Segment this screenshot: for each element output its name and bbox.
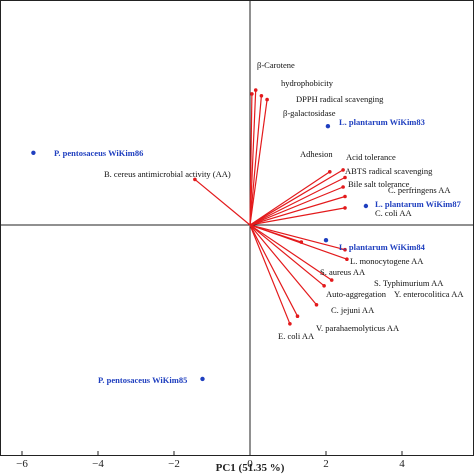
loading-vector xyxy=(194,178,251,226)
variable-label: E. coli AA xyxy=(278,331,315,341)
variable-label: B. cereus antimicrobial activity (AA) xyxy=(104,169,231,179)
strain-label: L. plantarum WiKim83 xyxy=(339,117,425,127)
loading-vector-tip xyxy=(250,92,254,96)
x-tick-label: 2 xyxy=(323,458,329,470)
x-axis-label: PC1 (51.35 %) xyxy=(216,462,285,474)
loading-vectors xyxy=(193,88,349,326)
strain-point xyxy=(31,150,36,155)
strain-label: P. pentosaceus WiKim85 xyxy=(98,375,187,385)
variable-label: C. perfringens AA xyxy=(388,185,451,195)
x-axis-ticks: −6 −4 −2 0 2 4 xyxy=(16,451,405,470)
loading-vector-tip xyxy=(314,303,319,307)
loading-vector xyxy=(249,93,253,226)
strain-points: L. plantarum WiKim83 P. pentosaceus WiKim… xyxy=(31,117,462,385)
x-tick-label: 4 xyxy=(399,458,405,470)
loading-vector xyxy=(249,207,346,226)
loading-vector-tip xyxy=(299,240,304,244)
strain-point xyxy=(325,124,331,129)
loading-vector-tip xyxy=(341,185,345,189)
loading-vector xyxy=(249,224,291,325)
loading-vector-tip xyxy=(265,97,269,102)
variable-label: β-Carotene xyxy=(257,60,295,70)
variable-label: Adhesion xyxy=(300,149,333,159)
loading-vector xyxy=(249,224,299,317)
loading-vector-tip xyxy=(295,314,300,319)
strain-point xyxy=(323,238,329,243)
variable-label: S. Typhimurium AA xyxy=(374,278,444,288)
loading-vector xyxy=(249,169,344,226)
loading-vector xyxy=(249,224,317,306)
loading-vector-tip xyxy=(343,194,347,199)
loading-vector-tip xyxy=(343,175,347,180)
loading-vector xyxy=(249,90,257,226)
variable-label: C. jejuni AA xyxy=(331,305,375,315)
loading-vector xyxy=(249,95,262,226)
x-tick-label: −4 xyxy=(92,458,104,470)
loading-vector xyxy=(249,99,268,226)
loading-vector-tip xyxy=(259,94,264,98)
variable-label: L. monocytogene AA xyxy=(350,256,424,266)
x-tick-label: 0 xyxy=(247,458,253,470)
x-tick-label: −2 xyxy=(168,458,180,470)
loading-vector xyxy=(249,186,344,226)
variable-label: Bile salt tolerance xyxy=(348,179,410,189)
strain-point xyxy=(200,376,205,382)
loading-vector-tip xyxy=(343,206,347,210)
variable-label: Acid tolerance xyxy=(346,152,396,162)
variable-label: V. parahaemolyticus AA xyxy=(316,323,400,333)
loading-vector-tip xyxy=(345,257,349,262)
loading-vector xyxy=(249,224,325,287)
loading-vector-tip xyxy=(343,247,347,252)
loading-vector-tip xyxy=(253,88,258,92)
loading-vector-tip xyxy=(328,170,332,174)
x-tick-label: −6 xyxy=(16,458,28,470)
variable-label: Y. enterocolitica AA xyxy=(394,289,464,299)
variable-label: C. coli AA xyxy=(375,208,412,218)
variable-label: ABTS radical scavenging xyxy=(345,166,433,176)
loading-vector xyxy=(249,224,346,251)
loading-vector-tip xyxy=(288,322,292,326)
strain-label: L. plantarum WiKim87 xyxy=(375,199,462,209)
variable-label: hydrophobicity xyxy=(281,78,334,88)
strain-point xyxy=(363,203,369,209)
loading-vector xyxy=(249,171,331,226)
loading-vector xyxy=(249,224,302,243)
loading-vector-tip xyxy=(341,168,345,172)
loading-vector xyxy=(249,224,333,281)
variable-label: Auto-aggregation xyxy=(326,289,387,299)
strain-label: P. pentosaceus WiKim86 xyxy=(54,148,143,158)
loading-vector-tip xyxy=(322,284,326,288)
variable-labels: β-Carotene hydrophobicity DPPH radical sca… xyxy=(104,60,464,341)
plot-frame xyxy=(0,0,474,456)
strain-label: L. plantarum WiKim84 xyxy=(339,242,426,252)
variable-label: DPPH radical scavenging xyxy=(296,94,384,104)
loading-vector xyxy=(249,176,346,226)
loading-vector xyxy=(249,195,346,226)
loading-vector-tip xyxy=(329,278,334,282)
variable-label: S. aureus AA xyxy=(320,267,366,277)
variable-label: β-galactosidase xyxy=(283,108,336,118)
loading-vector-tip xyxy=(193,177,197,182)
